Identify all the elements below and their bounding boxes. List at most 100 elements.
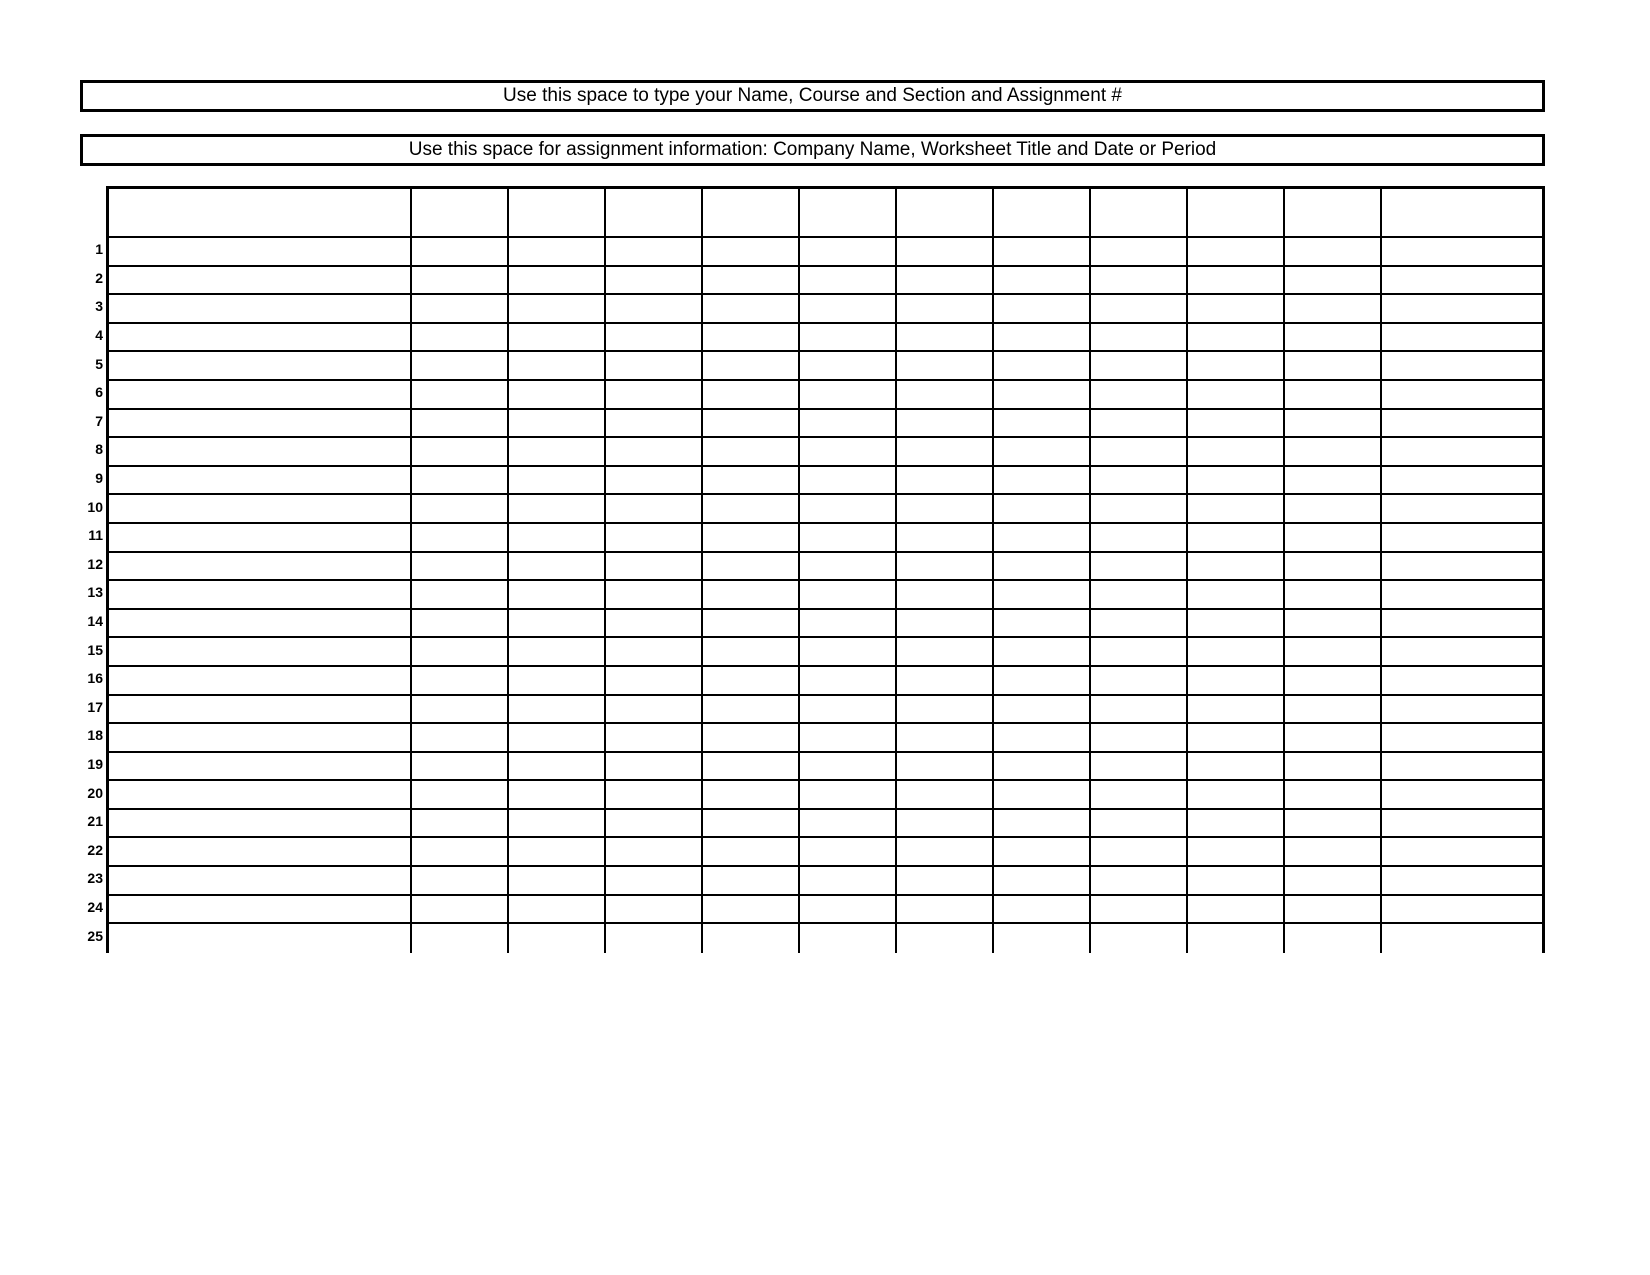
table-cell[interactable] — [897, 238, 994, 265]
table-cell[interactable] — [800, 924, 897, 953]
table-cell[interactable] — [897, 610, 994, 637]
table-cell[interactable] — [703, 381, 800, 408]
table-cell[interactable] — [994, 524, 1091, 551]
table-cell[interactable] — [703, 267, 800, 294]
table-cell[interactable] — [1382, 781, 1542, 808]
table-cell[interactable] — [606, 467, 703, 494]
table-cell[interactable] — [897, 352, 994, 379]
table-cell[interactable] — [412, 753, 509, 780]
table-cell[interactable] — [897, 410, 994, 437]
table-cell[interactable] — [800, 896, 897, 923]
name-header-box[interactable]: Use this space to type your Name, Course… — [80, 80, 1545, 112]
table-cell[interactable] — [800, 638, 897, 665]
table-cell[interactable] — [1285, 238, 1382, 265]
table-cell[interactable] — [1188, 524, 1285, 551]
table-cell[interactable] — [606, 638, 703, 665]
table-cell[interactable] — [606, 810, 703, 837]
table-cell[interactable] — [897, 524, 994, 551]
table-cell[interactable] — [606, 896, 703, 923]
table-cell[interactable] — [1382, 610, 1542, 637]
table-cell[interactable] — [1091, 867, 1188, 894]
table-cell[interactable] — [412, 381, 509, 408]
table-cell[interactable] — [509, 381, 606, 408]
table-header-cell[interactable] — [800, 189, 897, 236]
table-cell[interactable] — [1188, 667, 1285, 694]
table-cell[interactable] — [606, 524, 703, 551]
table-cell[interactable] — [994, 495, 1091, 522]
table-cell[interactable] — [800, 295, 897, 322]
table-cell[interactable] — [509, 810, 606, 837]
table-cell[interactable] — [1188, 810, 1285, 837]
table-cell[interactable] — [703, 553, 800, 580]
table-cell[interactable] — [412, 896, 509, 923]
table-cell[interactable] — [994, 381, 1091, 408]
table-cell[interactable] — [800, 867, 897, 894]
table-header-cell[interactable] — [109, 189, 412, 236]
table-cell[interactable] — [606, 295, 703, 322]
table-cell[interactable] — [1382, 838, 1542, 865]
table-cell[interactable] — [994, 696, 1091, 723]
table-cell[interactable] — [703, 495, 800, 522]
table-header-cell[interactable] — [509, 189, 606, 236]
table-cell[interactable] — [606, 581, 703, 608]
table-cell[interactable] — [994, 267, 1091, 294]
table-cell[interactable] — [109, 410, 412, 437]
table-cell[interactable] — [1091, 553, 1188, 580]
table-cell[interactable] — [412, 267, 509, 294]
table-cell[interactable] — [1188, 352, 1285, 379]
table-cell[interactable] — [703, 467, 800, 494]
assignment-header-box[interactable]: Use this space for assignment informatio… — [80, 134, 1545, 166]
table-cell[interactable] — [109, 467, 412, 494]
table-cell[interactable] — [1382, 238, 1542, 265]
table-cell[interactable] — [606, 924, 703, 953]
table-cell[interactable] — [1188, 896, 1285, 923]
table-cell[interactable] — [1285, 352, 1382, 379]
table-cell[interactable] — [412, 781, 509, 808]
table-header-cell[interactable] — [606, 189, 703, 236]
table-cell[interactable] — [800, 438, 897, 465]
table-cell[interactable] — [897, 638, 994, 665]
table-cell[interactable] — [1188, 610, 1285, 637]
table-cell[interactable] — [1285, 381, 1382, 408]
table-cell[interactable] — [1285, 410, 1382, 437]
table-cell[interactable] — [994, 553, 1091, 580]
table-cell[interactable] — [412, 667, 509, 694]
table-cell[interactable] — [1091, 581, 1188, 608]
table-cell[interactable] — [412, 696, 509, 723]
table-cell[interactable] — [412, 410, 509, 437]
table-cell[interactable] — [897, 924, 994, 953]
table-cell[interactable] — [1091, 352, 1188, 379]
table-cell[interactable] — [897, 495, 994, 522]
table-cell[interactable] — [800, 696, 897, 723]
table-cell[interactable] — [109, 696, 412, 723]
table-cell[interactable] — [703, 867, 800, 894]
table-cell[interactable] — [1091, 495, 1188, 522]
table-cell[interactable] — [606, 495, 703, 522]
table-cell[interactable] — [897, 324, 994, 351]
table-cell[interactable] — [897, 381, 994, 408]
table-cell[interactable] — [1382, 438, 1542, 465]
table-cell[interactable] — [1091, 753, 1188, 780]
table-cell[interactable] — [897, 696, 994, 723]
table-cell[interactable] — [703, 753, 800, 780]
table-cell[interactable] — [1285, 838, 1382, 865]
table-cell[interactable] — [1285, 867, 1382, 894]
table-cell[interactable] — [412, 581, 509, 608]
table-cell[interactable] — [897, 724, 994, 751]
table-cell[interactable] — [994, 896, 1091, 923]
table-cell[interactable] — [1188, 581, 1285, 608]
table-cell[interactable] — [994, 410, 1091, 437]
table-cell[interactable] — [1285, 781, 1382, 808]
table-cell[interactable] — [509, 553, 606, 580]
table-cell[interactable] — [1285, 495, 1382, 522]
table-header-cell[interactable] — [994, 189, 1091, 236]
table-cell[interactable] — [109, 867, 412, 894]
table-cell[interactable] — [1188, 238, 1285, 265]
table-cell[interactable] — [897, 467, 994, 494]
table-cell[interactable] — [1382, 295, 1542, 322]
table-cell[interactable] — [1188, 324, 1285, 351]
table-cell[interactable] — [109, 324, 412, 351]
table-cell[interactable] — [509, 896, 606, 923]
table-cell[interactable] — [1285, 467, 1382, 494]
table-cell[interactable] — [509, 410, 606, 437]
